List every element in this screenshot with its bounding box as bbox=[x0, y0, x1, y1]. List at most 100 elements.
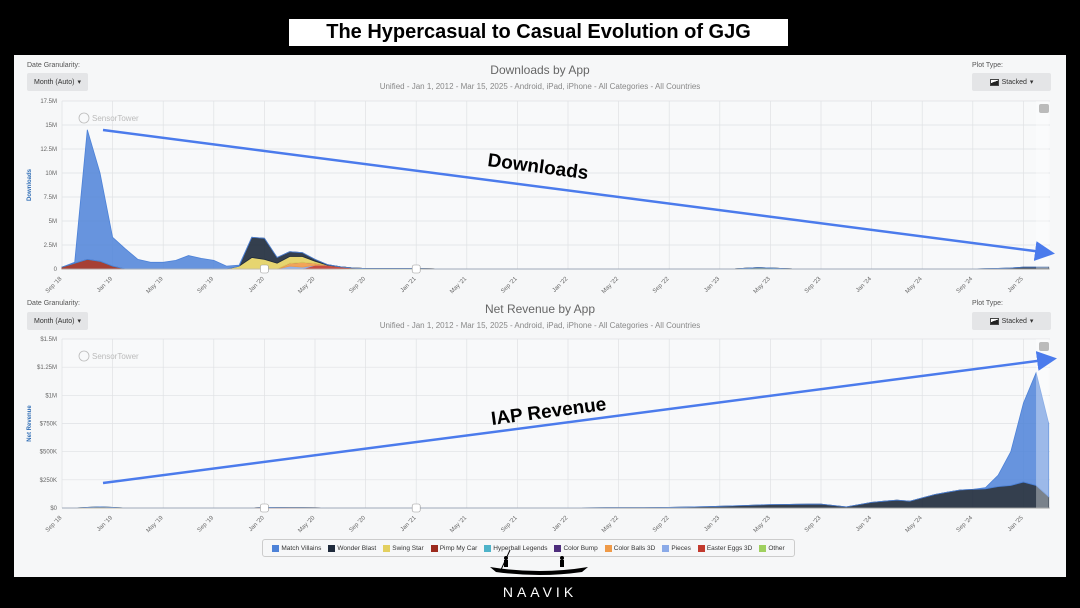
y-tick-label: $1M bbox=[45, 393, 57, 399]
y-tick-label: 10M bbox=[45, 171, 57, 177]
legend-label: Hyperball Legends bbox=[493, 544, 548, 552]
x-tick-label: Jan '22 bbox=[552, 276, 570, 294]
legend-item[interactable]: Color Bump bbox=[554, 544, 598, 552]
x-tick-label: Sep '24 bbox=[956, 515, 975, 534]
x-tick-label: Jan '20 bbox=[248, 276, 266, 294]
legend-swatch bbox=[554, 544, 562, 552]
x-tick-label: Sep '21 bbox=[500, 276, 519, 295]
y-tick-label: 5M bbox=[49, 219, 57, 225]
x-tick-label: May '21 bbox=[449, 276, 468, 295]
legend-swatch bbox=[662, 544, 670, 552]
x-tick-label: Jan '25 bbox=[1007, 515, 1025, 533]
caret-icon: ▾ bbox=[1029, 79, 1034, 86]
x-tick-label: May '22 bbox=[601, 515, 620, 534]
legend-label: Match Villains bbox=[281, 544, 322, 552]
legend-item[interactable]: Pimp My Car bbox=[430, 544, 478, 552]
granularity-value: Month (Auto) bbox=[34, 78, 75, 86]
plot-type-dropdown[interactable]: Stacked ▾ bbox=[972, 73, 1051, 91]
x-tick-label: Sep '23 bbox=[804, 515, 823, 534]
x-tick-label: Sep '24 bbox=[956, 276, 975, 295]
y-tick-label: $1.25M bbox=[37, 365, 57, 371]
plot-type-label: Plot Type: bbox=[972, 62, 1004, 69]
chart-title-revenue: Net Revenue by App bbox=[484, 302, 596, 316]
event-flag-icon bbox=[411, 503, 421, 513]
x-tick-label: Jan '19 bbox=[96, 515, 114, 533]
y-axis-label: Net Revenue bbox=[27, 405, 33, 442]
plot-type-dropdown[interactable]: Stacked ▾ bbox=[972, 312, 1051, 330]
x-tick-label: Jan '23 bbox=[703, 276, 721, 294]
x-tick-label: Jan '24 bbox=[855, 276, 873, 294]
x-tick-label: Sep '18 bbox=[45, 276, 64, 295]
x-tick-label: May '21 bbox=[449, 515, 468, 534]
legend-item[interactable]: Swing Star bbox=[383, 544, 424, 552]
plot-type-label: Plot Type: bbox=[972, 300, 1004, 307]
legend-swatch bbox=[484, 544, 492, 552]
legend-swatch bbox=[383, 544, 391, 552]
legend-item[interactable]: Pieces bbox=[662, 544, 691, 552]
legend: Match Villains Wonder Blast Swing Star Pimp… bbox=[262, 539, 795, 557]
legend-item[interactable]: Hyperball Legends bbox=[484, 544, 548, 552]
legend-label: Color Balls 3D bbox=[613, 544, 656, 552]
x-tick-label: Jan '20 bbox=[248, 515, 266, 533]
sensortower-logo-icon bbox=[78, 350, 90, 362]
x-tick-label: Jan '24 bbox=[855, 515, 873, 533]
plot-area bbox=[62, 101, 1050, 269]
legend-swatch bbox=[430, 544, 438, 552]
sensortower-logo-icon bbox=[78, 112, 90, 124]
y-tick-label: 15M bbox=[45, 123, 57, 129]
granularity-dropdown[interactable]: Month (Auto) ▾ bbox=[27, 73, 88, 91]
legend-label: Other bbox=[768, 544, 785, 552]
chart-menu-icon bbox=[1039, 342, 1049, 351]
granularity-value: Month (Auto) bbox=[34, 317, 75, 325]
partial-period-overlay bbox=[1036, 101, 1049, 269]
chart-downloads: 0 2.5M 5M 7.5M 10M 12.5M 15M 17.5M Sep '18 Jan '1… bbox=[27, 99, 1050, 295]
granularity-dropdown[interactable]: Month (Auto) ▾ bbox=[27, 312, 88, 330]
plot-type-value: Stacked bbox=[1001, 78, 1027, 86]
legend-label: Swing Star bbox=[392, 544, 424, 552]
y-tick-label: $500K bbox=[40, 450, 57, 456]
y-tick-label: $1.5M bbox=[40, 337, 57, 343]
area-chart-icon bbox=[989, 78, 999, 86]
legend-label: Pieces bbox=[671, 544, 691, 552]
x-tick-label: Sep '19 bbox=[197, 276, 216, 295]
caret-icon: ▾ bbox=[77, 79, 81, 86]
granularity-label: Date Granularity: bbox=[27, 300, 80, 307]
x-tick-label: Sep '21 bbox=[500, 515, 519, 534]
y-tick-label: $750K bbox=[40, 422, 57, 428]
x-tick-label: May '24 bbox=[905, 276, 924, 295]
x-tick-label: Sep '23 bbox=[804, 276, 823, 295]
area-chart-icon bbox=[989, 317, 999, 325]
legend-item[interactable]: Match Villains bbox=[272, 544, 322, 552]
legend-item[interactable]: Easter Eggs 3D bbox=[697, 544, 753, 552]
legend-item[interactable]: Other bbox=[759, 544, 785, 552]
legend-label: Easter Eggs 3D bbox=[706, 544, 753, 552]
legend-item[interactable]: Color Balls 3D bbox=[604, 544, 656, 552]
legend-swatch bbox=[328, 544, 336, 552]
x-tick-label: May '20 bbox=[297, 276, 316, 295]
x-tick-label: May '23 bbox=[753, 515, 772, 534]
chart-subtitle-downloads: Unified - Jan 1, 2012 - Mar 15, 2025 - A… bbox=[379, 82, 701, 91]
x-tick-label: May '19 bbox=[146, 515, 165, 534]
granularity-label: Date Granularity: bbox=[27, 62, 80, 69]
x-tick-label: Jan '22 bbox=[552, 515, 570, 533]
watermark: SensorTower bbox=[92, 352, 139, 361]
x-tick-label: Sep '22 bbox=[652, 515, 671, 534]
x-tick-label: Jan '23 bbox=[703, 515, 721, 533]
legend-swatch bbox=[697, 544, 705, 552]
x-tick-label: May '23 bbox=[753, 276, 772, 295]
x-tick-label: May '20 bbox=[297, 515, 316, 534]
y-tick-label: 2.5M bbox=[44, 243, 57, 249]
x-tick-label: Sep '20 bbox=[349, 515, 368, 534]
y-tick-label: $0 bbox=[50, 506, 57, 512]
x-tick-label: May '24 bbox=[905, 515, 924, 534]
x-tick-label: Jan '25 bbox=[1007, 276, 1025, 294]
legend-label: Pimp My Car bbox=[439, 544, 478, 552]
watermark: SensorTower bbox=[92, 114, 139, 123]
y-tick-label: 17.5M bbox=[40, 99, 57, 105]
x-tick-label: Sep '22 bbox=[652, 276, 671, 295]
legend-item[interactable]: Wonder Blast bbox=[328, 544, 376, 552]
x-tick-label: Jan '21 bbox=[400, 515, 418, 533]
footer-brand: NAAVIK bbox=[0, 577, 1080, 608]
chart-subtitle-revenue: Unified - Jan 1, 2012 - Mar 15, 2025 - A… bbox=[379, 321, 701, 330]
